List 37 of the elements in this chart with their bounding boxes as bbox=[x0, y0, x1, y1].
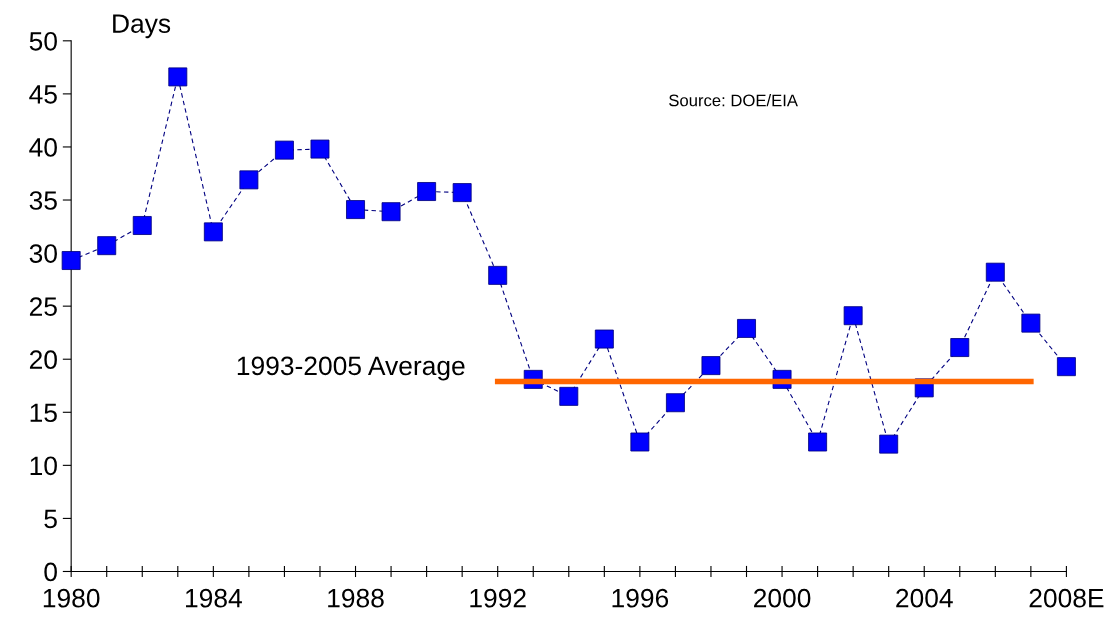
series-label: 1993-2005 Average bbox=[237, 356, 465, 381]
point bbox=[630, 432, 650, 452]
point bbox=[239, 170, 259, 190]
point bbox=[879, 434, 899, 454]
x-tick-label: 1992 bbox=[470, 588, 526, 608]
point bbox=[950, 338, 970, 357]
point bbox=[381, 202, 401, 222]
y-tick-label: 45 bbox=[29, 85, 57, 104]
y-tick-label: 50 bbox=[29, 31, 57, 51]
y-tick-label: 0 bbox=[44, 562, 57, 582]
y-tick-label: 15 bbox=[30, 403, 57, 423]
y-tick-label: 20 bbox=[29, 350, 57, 370]
x-tick-label: 2004 bbox=[896, 588, 953, 608]
x-tick-label: 1984 bbox=[186, 588, 242, 608]
x-tick-label: 2000 bbox=[754, 588, 811, 608]
y-tick-label: 35 bbox=[29, 191, 57, 210]
x-tick-label: 2008E bbox=[1029, 588, 1104, 608]
point bbox=[985, 262, 1005, 282]
y-axis-title: Days bbox=[113, 14, 171, 39]
x-tick-label: 1980 bbox=[43, 588, 100, 608]
point bbox=[61, 251, 81, 270]
y-tick-label: 10 bbox=[30, 456, 57, 476]
point bbox=[1056, 357, 1076, 377]
y-tick-label: 5 bbox=[44, 509, 57, 529]
point bbox=[203, 222, 223, 242]
y-tick-label: 30 bbox=[29, 244, 57, 263]
y-tick-label: 40 bbox=[29, 138, 57, 157]
point bbox=[488, 265, 508, 285]
point bbox=[808, 432, 828, 452]
y-tick-label: 25 bbox=[29, 297, 57, 316]
point bbox=[310, 139, 330, 159]
point bbox=[843, 306, 863, 326]
x-tick-label: 1996 bbox=[612, 588, 669, 608]
point bbox=[132, 216, 152, 235]
annotation: Source: DOE/EIA bbox=[669, 94, 798, 107]
x-tick-label: 1988 bbox=[328, 588, 384, 608]
point bbox=[559, 386, 579, 406]
